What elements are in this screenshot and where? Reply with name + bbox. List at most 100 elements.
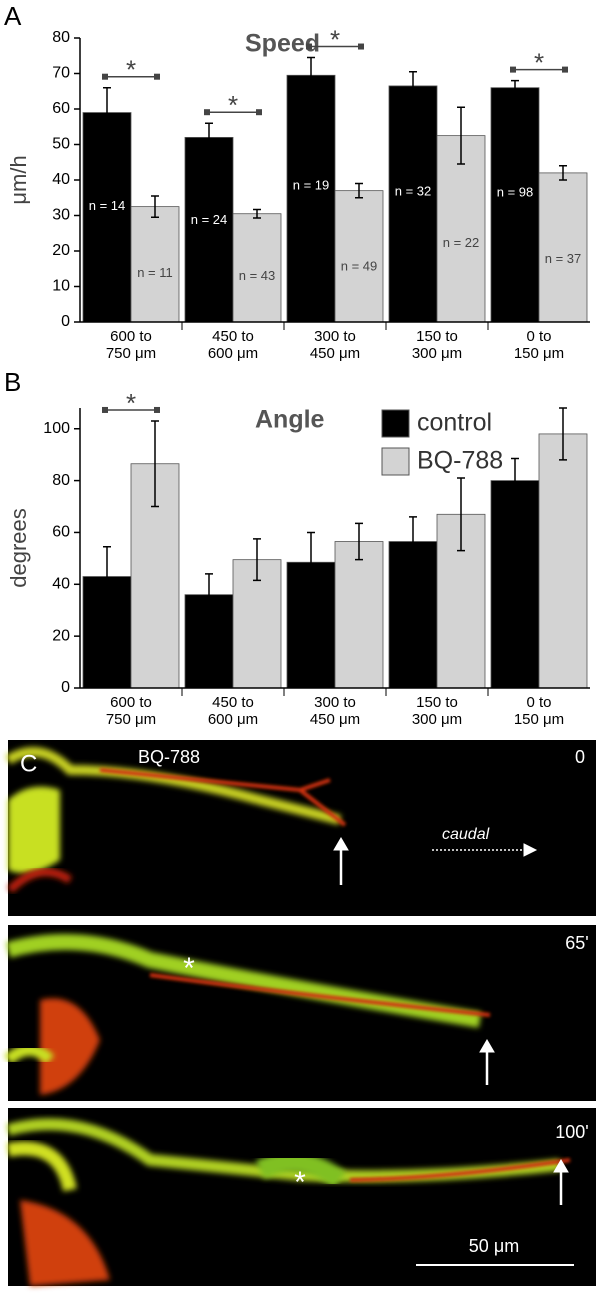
y-axis-label: μm/h <box>6 155 31 204</box>
error-bar <box>355 522 363 561</box>
bracket-end <box>204 109 210 116</box>
x-tick-label: 0 to <box>526 694 551 711</box>
y-tick-label: 80 <box>52 472 70 489</box>
legend-label: control <box>417 409 492 437</box>
error-bar <box>559 165 567 181</box>
micrograph-2 <box>3 925 596 1101</box>
bar <box>334 190 384 323</box>
n-label: n = 19 <box>293 178 330 193</box>
significance-star: * <box>228 90 238 120</box>
x-tick-label: 300 μm <box>412 345 462 362</box>
bar <box>538 172 588 323</box>
legend-swatch <box>381 447 410 476</box>
panel-label: B <box>4 367 21 397</box>
micrograph-1 <box>5 740 596 916</box>
y-tick-label: 60 <box>52 524 70 541</box>
error-bar <box>511 457 519 504</box>
error-bar <box>307 56 315 94</box>
x-tick-label: 150 μm <box>514 345 564 362</box>
n-label: n = 37 <box>545 251 582 266</box>
x-tick-label: 450 to <box>212 328 254 345</box>
y-tick-label: 40 <box>52 171 70 188</box>
x-tick-label: 450 μm <box>310 345 360 362</box>
bar <box>490 480 540 689</box>
error-bar <box>511 79 519 96</box>
chart-title: Angle <box>255 406 325 434</box>
error-bar <box>205 573 213 617</box>
n-label: n = 98 <box>497 185 534 200</box>
x-tick-label: 150 to <box>416 694 458 711</box>
error-bar <box>205 122 213 153</box>
y-tick-label: 20 <box>52 627 70 644</box>
bracket-end <box>154 73 160 80</box>
y-axis-label: degrees <box>6 508 31 588</box>
error-bar <box>409 516 417 567</box>
bar <box>490 87 540 323</box>
time-label: 100' <box>555 1122 588 1142</box>
x-tick-label: 600 μm <box>208 711 258 728</box>
bar <box>232 213 282 323</box>
x-tick-label: 0 to <box>526 328 551 345</box>
n-label: n = 43 <box>239 268 276 283</box>
significance-star: * <box>330 24 340 54</box>
y-tick-label: 10 <box>52 278 70 295</box>
scale-bar-label: 50 μm <box>469 1236 519 1256</box>
y-tick-label: 0 <box>61 313 70 330</box>
y-tick-label: 40 <box>52 576 70 593</box>
y-tick-label: 0 <box>61 679 70 696</box>
significance-star: * <box>126 388 136 418</box>
bracket-end <box>102 73 108 80</box>
x-tick-label: 450 μm <box>310 711 360 728</box>
error-bar <box>457 106 465 165</box>
legend-label: BQ-788 <box>417 447 503 475</box>
bar <box>184 136 234 323</box>
x-tick-label: 600 to <box>110 328 152 345</box>
time-label: 65' <box>565 933 588 953</box>
error-bar <box>559 407 567 461</box>
bracket-end <box>256 109 262 116</box>
x-tick-label: 750 μm <box>106 711 156 728</box>
bar <box>286 74 336 323</box>
bar <box>334 541 384 689</box>
y-tick-label: 20 <box>52 242 70 259</box>
error-bar <box>151 420 159 508</box>
bracket-end <box>102 406 108 413</box>
direction-label: caudal <box>442 826 490 843</box>
x-tick-label: 300 to <box>314 328 356 345</box>
panel-label: C <box>20 750 37 777</box>
n-label: n = 32 <box>395 184 432 199</box>
y-tick-label: 80 <box>52 29 70 46</box>
legend-swatch <box>381 409 410 438</box>
error-bar <box>355 182 363 199</box>
x-tick-label: 300 μm <box>412 711 462 728</box>
x-tick-label: 450 to <box>212 694 254 711</box>
y-tick-label: 70 <box>52 65 70 82</box>
error-bar <box>253 208 261 219</box>
error-bar <box>307 531 315 593</box>
x-tick-label: 750 μm <box>106 345 156 362</box>
bar <box>82 112 132 323</box>
n-label: n = 24 <box>191 212 228 227</box>
x-tick-label: 600 to <box>110 694 152 711</box>
y-tick-label: 100 <box>43 420 70 437</box>
panel-label: A <box>4 1 22 31</box>
time-label: 0 <box>575 747 585 767</box>
y-tick-label: 50 <box>52 136 70 153</box>
error-bar <box>103 545 111 608</box>
significance-star: * <box>126 55 136 85</box>
bracket-end <box>562 66 568 73</box>
x-tick-label: 600 μm <box>208 345 258 362</box>
y-tick-label: 30 <box>52 207 70 224</box>
x-tick-label: 300 to <box>314 694 356 711</box>
error-bar <box>457 477 465 552</box>
x-tick-label: 150 to <box>416 328 458 345</box>
error-bar <box>409 70 417 101</box>
error-bar <box>151 195 159 219</box>
n-label: n = 49 <box>341 258 378 273</box>
micrograph-3 <box>6 1108 596 1286</box>
n-label: n = 14 <box>89 198 126 213</box>
bar <box>130 206 180 323</box>
bar <box>436 135 486 323</box>
arrows <box>333 837 574 1266</box>
